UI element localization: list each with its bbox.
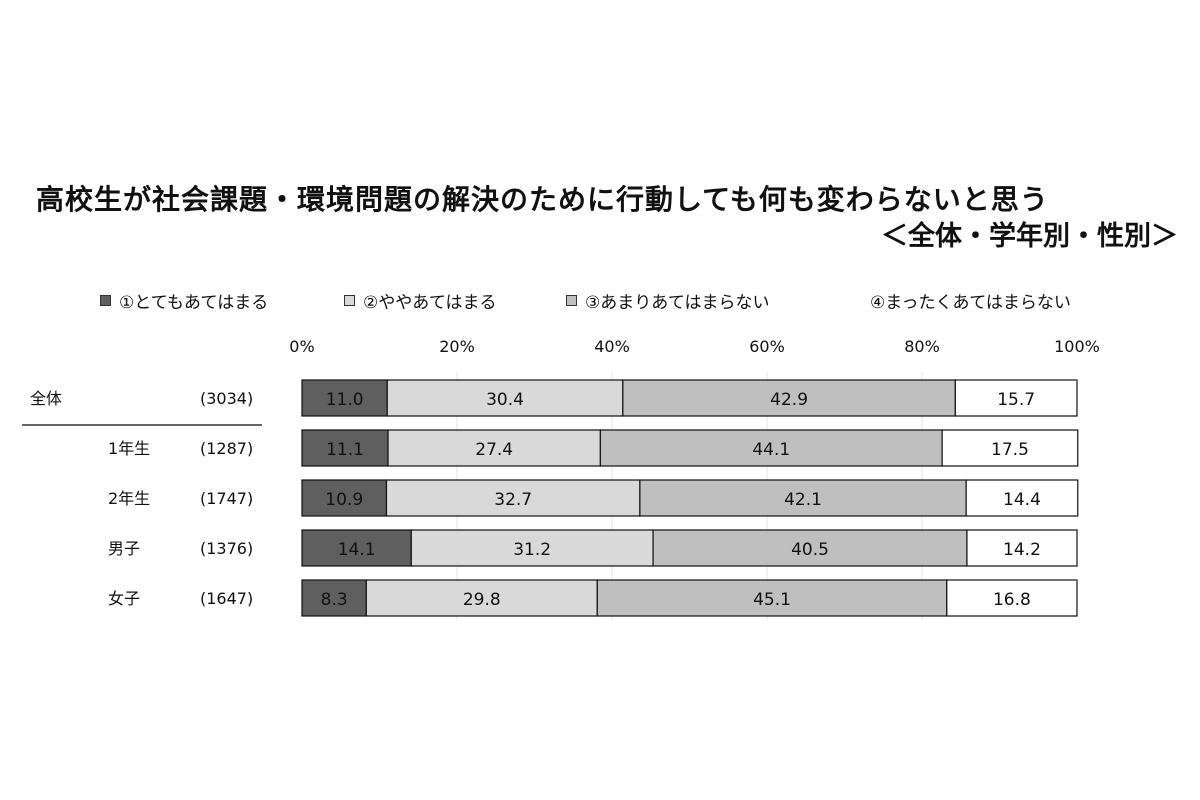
data-label: 14.2 [1003, 540, 1041, 560]
x-tick-label: 100% [1054, 337, 1100, 356]
bar-segment [365, 579, 598, 617]
bar-segment [652, 529, 968, 567]
bar-segment [639, 479, 967, 517]
data-label: 10.9 [325, 490, 363, 510]
x-tick-label: 80% [904, 337, 940, 356]
row-count: (1747) [200, 489, 253, 508]
bar-segment [410, 529, 654, 567]
legend-label-2: ②ややあてはまる [363, 293, 497, 313]
data-label: 27.4 [475, 440, 513, 460]
legend-item-3: ③あまりあてはまらない [566, 288, 770, 313]
bar-segment [954, 379, 1078, 417]
data-label: 31.2 [513, 540, 551, 560]
data-label: 11.0 [326, 390, 364, 410]
bar-segment [966, 529, 1078, 567]
legend-label-1: ①とてもあてはまる [119, 293, 269, 313]
data-label: 32.7 [494, 490, 532, 510]
legend-item-4: ④まったくあてはまらない [870, 288, 1071, 313]
legend-item-1: ①とてもあてはまる [100, 288, 268, 313]
chart-title: 高校生が社会課題・環境問題の解決のために行動しても何も変わらないと思う [36, 183, 1049, 216]
legend-label-3: ③あまりあてはまらない [585, 293, 770, 313]
data-label: 42.9 [770, 390, 808, 410]
data-label: 16.8 [993, 590, 1031, 610]
row-label: 男子 [108, 539, 140, 558]
x-tick-label: 20% [439, 337, 475, 356]
row-count: (1647) [200, 589, 253, 608]
data-label: 8.3 [321, 590, 348, 610]
bar-segment [596, 579, 948, 617]
legend-swatch-1 [100, 295, 111, 306]
data-label: 29.8 [463, 590, 501, 610]
data-label: 14.4 [1003, 490, 1041, 510]
bar-segment [941, 429, 1079, 467]
bar-segment [301, 429, 389, 467]
chart-subtitle: ＜全体・学年別・性別＞ [881, 221, 1178, 252]
x-tick-label: 0% [289, 337, 314, 356]
bar-segment [301, 479, 388, 517]
bar-segment [301, 529, 412, 567]
row-label: 2年生 [108, 489, 150, 508]
data-label: 17.5 [991, 440, 1029, 460]
row-count: (3034) [200, 389, 253, 408]
bar-segment [965, 479, 1079, 517]
data-label: 11.1 [326, 440, 364, 460]
x-tick-label: 40% [594, 337, 630, 356]
row-label: 全体 [30, 389, 62, 408]
bar-segment [387, 429, 601, 467]
data-label: 15.7 [997, 390, 1035, 410]
legend-label-4: ④まったくあてはまらない [870, 293, 1071, 313]
row-count: (1376) [200, 539, 253, 558]
bar-segment [385, 479, 641, 517]
row-count: (1287) [200, 439, 253, 458]
data-label: 44.1 [752, 440, 790, 460]
legend-item-2: ②ややあてはまる [344, 288, 497, 313]
data-label: 40.5 [791, 540, 829, 560]
data-label: 45.1 [753, 590, 791, 610]
legend-swatch-2 [344, 295, 355, 306]
row-label: 1年生 [108, 439, 150, 458]
bar-segment [946, 579, 1078, 617]
data-label: 14.1 [338, 540, 376, 560]
row-label: 女子 [108, 589, 140, 608]
data-label: 42.1 [784, 490, 822, 510]
legend-swatch-3 [566, 295, 577, 306]
bar-segment [301, 379, 388, 417]
x-tick-label: 60% [749, 337, 785, 356]
data-label: 30.4 [486, 390, 524, 410]
